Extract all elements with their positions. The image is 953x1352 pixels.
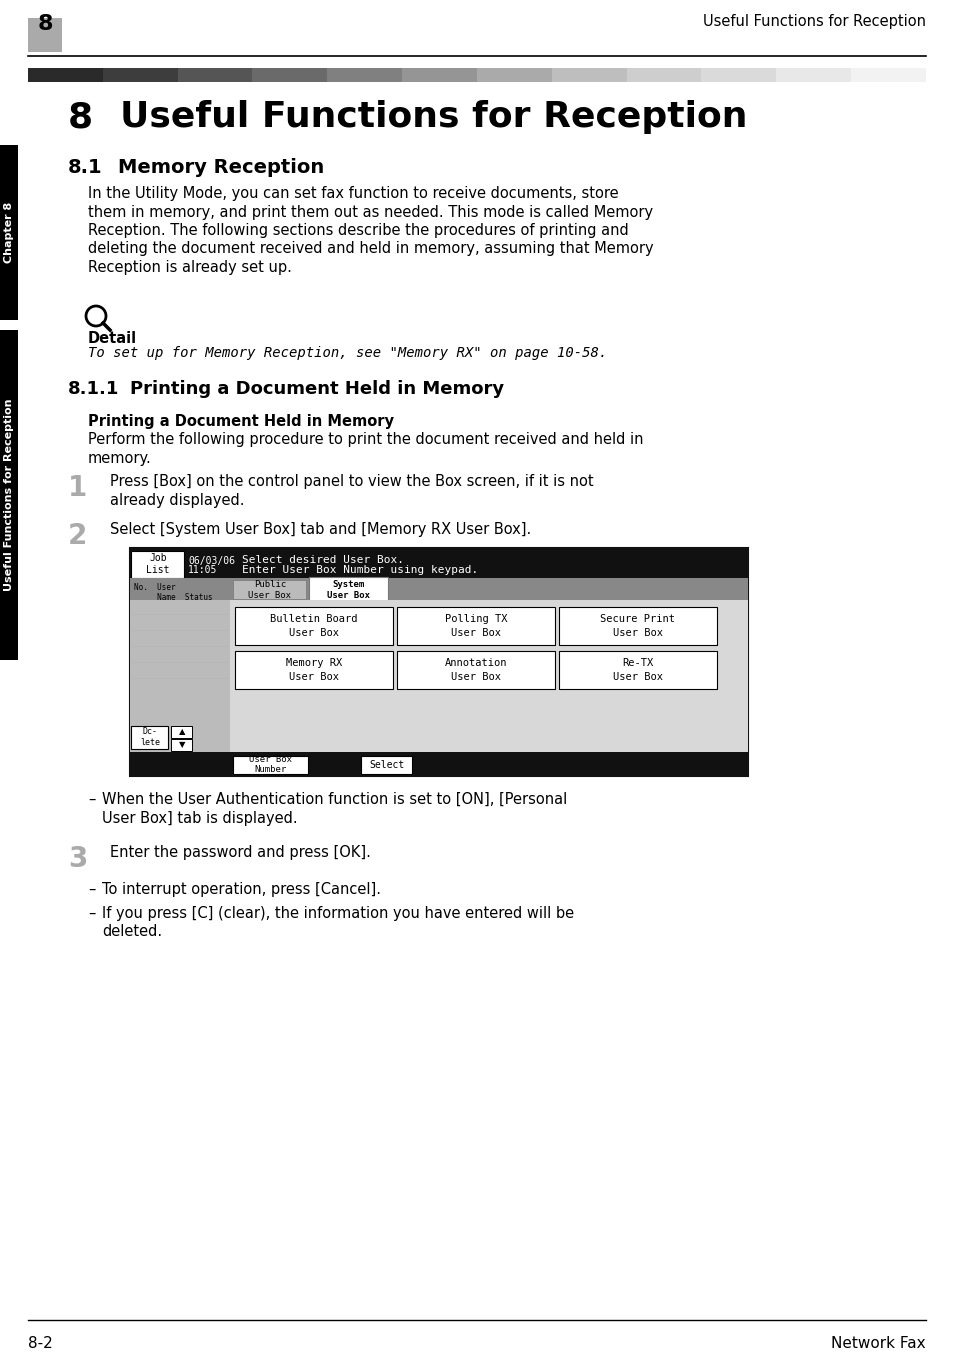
Text: ▲: ▲ [178,727,185,735]
Text: 8.1.1: 8.1.1 [68,380,119,397]
FancyBboxPatch shape [233,756,308,773]
Text: Select: Select [369,760,404,769]
Text: 2: 2 [68,522,88,550]
Text: 8: 8 [68,100,93,134]
Text: Perform the following procedure to print the document received and held in: Perform the following procedure to print… [88,433,643,448]
Bar [28,68,103,82]
Bar [130,600,747,752]
Text: Memory Reception: Memory Reception [118,158,324,177]
Bar [0,145,18,320]
Bar [130,579,230,600]
Text: If you press [C] (clear), the information you have entered will be: If you press [C] (clear), the informatio… [102,906,574,921]
Text: 8-2: 8-2 [28,1336,52,1351]
Text: Select [System User Box] tab and [Memory RX User Box].: Select [System User Box] tab and [Memory… [110,522,531,537]
Text: Select desired User Box.: Select desired User Box. [242,556,403,565]
Text: Detail: Detail [88,331,137,346]
Bar [0,330,18,660]
Text: Enter User Box Number using keypad.: Enter User Box Number using keypad. [242,565,477,575]
Text: Dc-
lete: Dc- lete [140,727,160,746]
Text: Bulletin Board
User Box: Bulletin Board User Box [270,614,357,638]
Text: Public
User Box: Public User Box [248,580,292,600]
Bar [700,68,776,82]
Text: ▼: ▼ [178,740,185,749]
Bar [327,68,402,82]
Text: Annotation
User Box: Annotation User Box [444,658,507,681]
Text: To set up for Memory Reception, see "Memory RX" on page 10-58.: To set up for Memory Reception, see "Mem… [88,346,607,360]
Text: User Box
Number: User Box Number [250,754,293,775]
Text: Press [Box] on the control panel to view the Box screen, if it is not: Press [Box] on the control panel to view… [110,475,593,489]
Bar [130,752,747,776]
Text: 3: 3 [68,845,88,873]
Bar [130,548,747,776]
FancyBboxPatch shape [361,756,412,773]
FancyBboxPatch shape [558,607,717,645]
Bar [130,548,747,579]
Text: Secure Print
User Box: Secure Print User Box [599,614,675,638]
Text: already displayed.: already displayed. [110,492,244,507]
Text: User Box] tab is displayed.: User Box] tab is displayed. [102,810,297,826]
FancyBboxPatch shape [396,652,555,690]
Text: System
User Box: System User Box [327,580,370,600]
Bar [776,68,850,82]
Bar [850,68,925,82]
Text: –: – [88,792,95,807]
Bar [130,600,230,752]
Bar [28,18,62,51]
Text: Useful Functions for Reception: Useful Functions for Reception [702,14,925,28]
FancyBboxPatch shape [132,550,184,577]
Text: Reception. The following sections describe the procedures of printing and: Reception. The following sections descri… [88,223,628,238]
Text: Re-TX
User Box: Re-TX User Box [613,658,662,681]
FancyBboxPatch shape [234,607,393,645]
Text: Network Fax: Network Fax [830,1336,925,1351]
FancyBboxPatch shape [234,652,393,690]
Bar [402,68,476,82]
Text: 11:05: 11:05 [188,565,217,575]
Text: deleting the document received and held in memory, assuming that Memory: deleting the document received and held … [88,242,653,257]
Bar [103,68,177,82]
FancyBboxPatch shape [233,580,306,599]
Text: Polling TX
User Box: Polling TX User Box [444,614,507,638]
FancyBboxPatch shape [132,726,169,749]
Bar [476,68,551,82]
Bar [551,68,626,82]
Text: 8: 8 [37,14,52,34]
Text: 8.1: 8.1 [68,158,103,177]
Text: To interrupt operation, press [Cancel].: To interrupt operation, press [Cancel]. [102,882,380,896]
FancyBboxPatch shape [172,726,193,737]
Bar [253,68,327,82]
FancyBboxPatch shape [558,652,717,690]
Bar [177,68,253,82]
Text: Reception is already set up.: Reception is already set up. [88,260,292,274]
Text: Enter the password and press [OK].: Enter the password and press [OK]. [110,845,371,860]
Text: In the Utility Mode, you can set fax function to receive documents, store: In the Utility Mode, you can set fax fun… [88,187,618,201]
Text: No.  User
     Name  Status: No. User Name Status [133,583,213,603]
Text: memory.: memory. [88,450,152,465]
Text: Useful Functions for Reception: Useful Functions for Reception [120,100,747,134]
Bar [130,579,747,600]
Text: Printing a Document Held in Memory: Printing a Document Held in Memory [130,380,503,397]
FancyBboxPatch shape [172,738,193,750]
Text: Useful Functions for Reception: Useful Functions for Reception [4,399,14,591]
Text: –: – [88,882,95,896]
Text: –: – [88,906,95,921]
Text: them in memory, and print them out as needed. This mode is called Memory: them in memory, and print them out as ne… [88,204,653,219]
Text: Chapter 8: Chapter 8 [4,201,14,264]
Text: When the User Authentication function is set to [ON], [Personal: When the User Authentication function is… [102,792,567,807]
Text: 1: 1 [68,475,87,502]
Text: Printing a Document Held in Memory: Printing a Document Held in Memory [88,414,394,429]
Text: deleted.: deleted. [102,925,162,940]
Text: Memory RX
User Box: Memory RX User Box [286,658,342,681]
Text: Job
List: Job List [146,553,170,575]
FancyBboxPatch shape [396,607,555,645]
Text: 06/03/06: 06/03/06 [188,556,234,566]
FancyBboxPatch shape [309,576,388,602]
Bar [626,68,700,82]
